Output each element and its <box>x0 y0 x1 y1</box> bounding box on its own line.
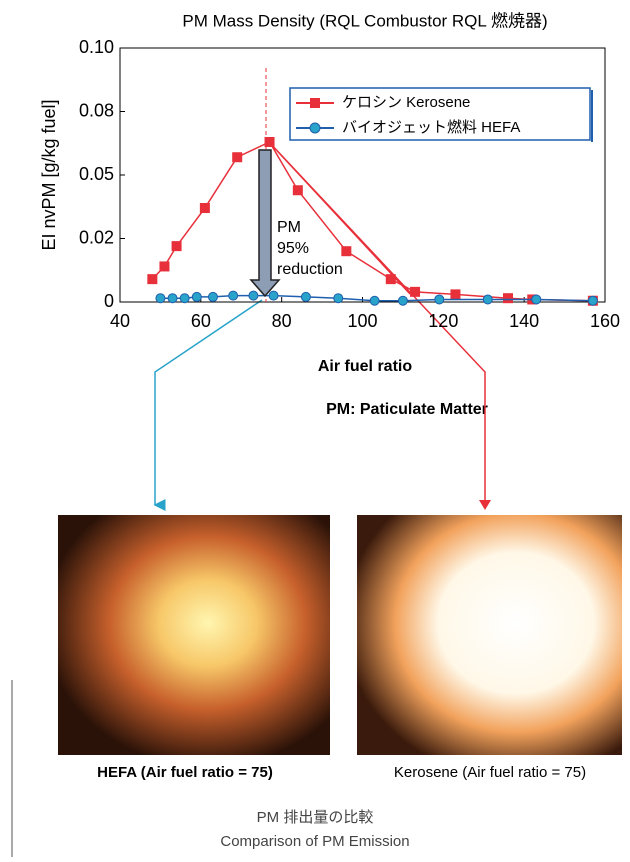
marker <box>232 152 242 162</box>
kerosene-image <box>357 515 622 755</box>
arrow-head <box>479 500 491 510</box>
marker <box>398 296 407 305</box>
marker <box>435 295 444 304</box>
marker <box>532 295 541 304</box>
series-line <box>152 142 593 301</box>
reduction-arrow <box>251 150 279 296</box>
marker <box>301 292 310 301</box>
marker <box>156 294 165 303</box>
marker <box>180 294 189 303</box>
y-tick-label: 0 <box>104 291 114 311</box>
legend-marker <box>310 98 320 108</box>
y-axis-label: EI nvPM [g/kg fuel] <box>39 99 59 250</box>
marker <box>249 291 258 300</box>
marker <box>410 287 420 297</box>
marker <box>334 294 343 303</box>
marker <box>265 137 275 147</box>
marker <box>269 291 278 300</box>
marker <box>200 203 210 213</box>
legend-marker <box>310 123 320 133</box>
annotation: PM <box>277 219 301 236</box>
marker <box>147 274 157 284</box>
x-axis-label: Air fuel ratio <box>318 358 412 375</box>
annotation: 95% <box>277 240 309 257</box>
hefa-image <box>58 515 330 755</box>
plot: 0 0.02 0.05 0.08 0.10 40 60 80 100 120 140 160 PM 95%… <box>79 37 620 331</box>
x-tick-label: 40 <box>110 311 130 331</box>
annotation: reduction <box>277 261 343 278</box>
marker <box>208 292 217 301</box>
marker <box>192 292 201 301</box>
legend: ケロシン Kerosene バイオジェット燃料 HEFA <box>290 88 592 142</box>
legend-label: ケロシン Kerosene <box>342 94 470 111</box>
y-tick-label: 0.08 <box>79 100 114 120</box>
x-tick-label: 140 <box>509 311 539 331</box>
x-tick-label: 60 <box>191 311 211 331</box>
marker <box>370 296 379 305</box>
marker <box>450 289 460 299</box>
marker <box>293 185 303 195</box>
marker <box>341 246 351 256</box>
chart-title: PM Mass Density (RQL Combustor RQL 燃焼器) <box>182 11 547 30</box>
image-caption: Kerosene (Air fuel ratio = 75) <box>394 764 586 781</box>
x-tick-label: 160 <box>590 311 620 331</box>
marker <box>168 294 177 303</box>
marker <box>588 296 597 305</box>
y-tick-label: 0.05 <box>79 164 114 184</box>
caption: Comparison of PM Emission <box>220 833 409 850</box>
marker <box>172 241 182 251</box>
y-tick-label: 0.02 <box>79 227 114 247</box>
y-tick-label: 0.10 <box>79 37 114 57</box>
caption: PM 排出量の比較 <box>257 808 374 826</box>
figure: PM Mass Density (RQL Combustor RQL 燃焼器) … <box>0 0 630 857</box>
marker <box>229 291 238 300</box>
plot-frame <box>120 48 605 302</box>
marker <box>159 261 169 271</box>
marker <box>483 295 492 304</box>
legend-label: バイオジェット燃料 HEFA <box>342 118 520 136</box>
image-caption: HEFA (Air fuel ratio = 75) <box>97 764 273 781</box>
x-tick-label: 80 <box>272 311 292 331</box>
marker <box>386 274 396 284</box>
note: PM: Paticulate Matter <box>326 401 488 418</box>
x-tick-label: 120 <box>428 311 458 331</box>
connector <box>155 300 262 505</box>
x-tick-label: 100 <box>347 311 377 331</box>
marker <box>503 293 513 303</box>
